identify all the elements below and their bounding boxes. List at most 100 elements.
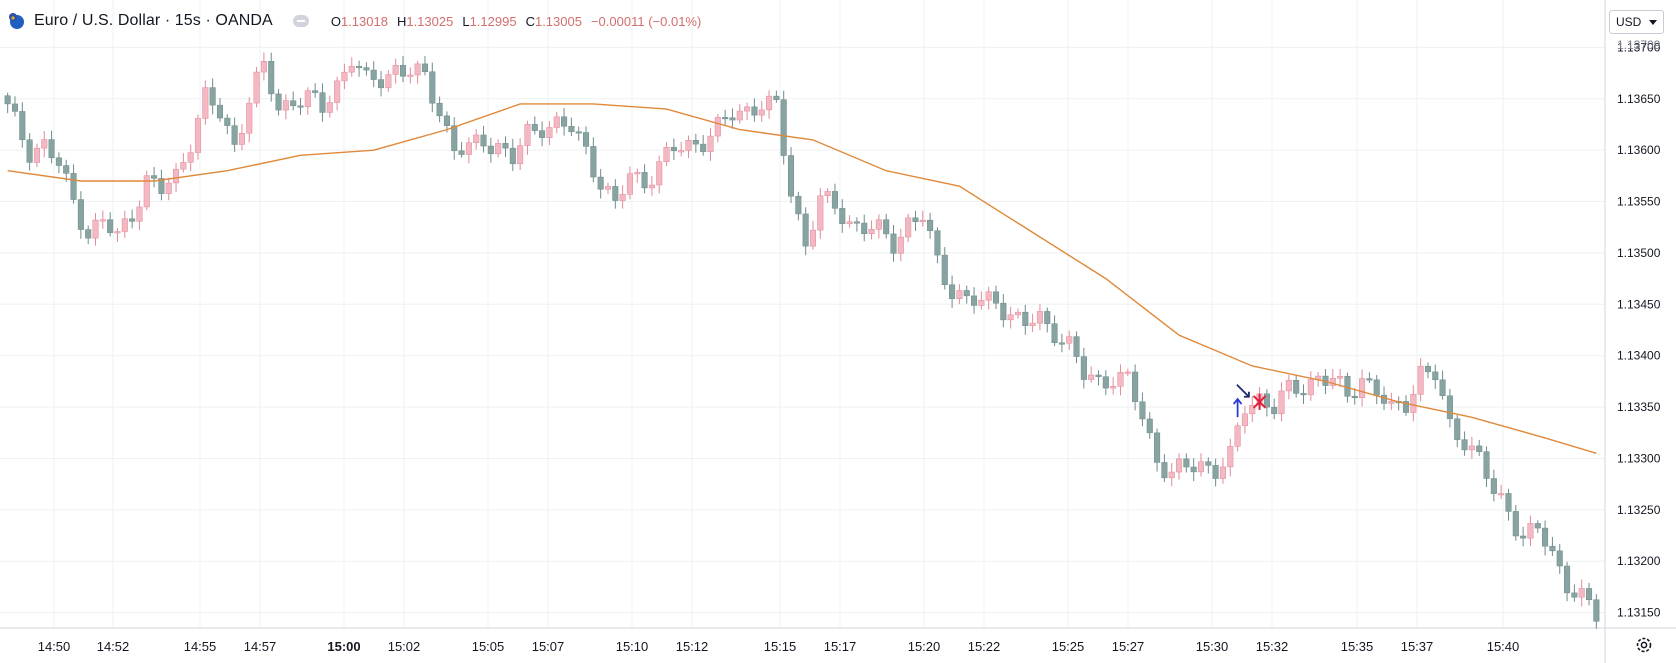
candle-body[interactable]	[641, 172, 648, 189]
candle-body[interactable]	[1285, 380, 1292, 392]
candle-body[interactable]	[853, 221, 860, 224]
candle-body[interactable]	[165, 182, 172, 194]
candle-body[interactable]	[634, 172, 641, 175]
candle-body[interactable]	[861, 222, 868, 235]
candle-body[interactable]	[1490, 478, 1497, 494]
candle-body[interactable]	[319, 92, 326, 113]
candle-body[interactable]	[509, 147, 516, 165]
candle-body[interactable]	[363, 67, 370, 71]
candle-body[interactable]	[312, 90, 319, 93]
gear-icon[interactable]	[1634, 635, 1654, 655]
candle-body[interactable]	[780, 99, 787, 156]
candle-body[interactable]	[992, 291, 1000, 304]
candle-body[interactable]	[846, 221, 853, 224]
candle-body[interactable]	[1461, 439, 1468, 451]
candle-body[interactable]	[919, 219, 926, 222]
candle-body[interactable]	[260, 61, 267, 73]
candle-body[interactable]	[1293, 380, 1300, 394]
candle-body[interactable]	[1234, 425, 1241, 447]
candle-body[interactable]	[1227, 446, 1234, 468]
candle-body[interactable]	[1439, 379, 1446, 397]
candle-body[interactable]	[692, 140, 699, 145]
candle-body[interactable]	[1468, 445, 1475, 451]
candle-body[interactable]	[524, 124, 531, 146]
candle-body[interactable]	[451, 125, 458, 152]
candle-body[interactable]	[883, 219, 890, 235]
candle-body[interactable]	[1154, 432, 1161, 463]
candle-body[interactable]	[392, 65, 399, 75]
candle-body[interactable]	[480, 134, 487, 147]
candle-body[interactable]	[714, 117, 721, 137]
candle-body[interactable]	[839, 208, 846, 224]
candle-body[interactable]	[597, 176, 604, 190]
candle-body[interactable]	[1483, 451, 1490, 479]
candle-body[interactable]	[1307, 379, 1314, 396]
candle-body[interactable]	[1585, 588, 1593, 600]
candle-body[interactable]	[114, 231, 121, 234]
candle-body[interactable]	[216, 104, 224, 119]
candle-body[interactable]	[656, 161, 663, 186]
candle-body[interactable]	[1095, 374, 1102, 377]
candle-body[interactable]	[1300, 393, 1307, 396]
candle-body[interactable]	[275, 93, 282, 111]
candle-body[interactable]	[282, 100, 289, 111]
candle-body[interactable]	[246, 102, 253, 134]
candle-body[interactable]	[905, 217, 912, 238]
candle-body[interactable]	[19, 111, 26, 140]
candle-body[interactable]	[1520, 535, 1527, 539]
candle-body[interactable]	[385, 74, 392, 89]
candle-body[interactable]	[77, 199, 84, 230]
candle-body[interactable]	[151, 175, 158, 179]
candle-body[interactable]	[1183, 458, 1190, 468]
candle-body[interactable]	[604, 186, 612, 190]
candle-body[interactable]	[582, 132, 590, 147]
candle-body[interactable]	[304, 90, 311, 108]
candle-body[interactable]	[1000, 302, 1007, 321]
candle-body[interactable]	[238, 132, 245, 145]
candle-body[interactable]	[1417, 365, 1424, 395]
candle-body[interactable]	[590, 146, 597, 178]
candle-body[interactable]	[670, 147, 677, 152]
candle-body[interactable]	[458, 150, 465, 155]
candle-body[interactable]	[1271, 406, 1278, 415]
candle-body[interactable]	[414, 63, 421, 76]
candle-body[interactable]	[209, 87, 216, 106]
candle-body[interactable]	[1498, 493, 1505, 496]
candle-body[interactable]	[1168, 471, 1175, 479]
candle-body[interactable]	[868, 229, 875, 235]
candle-body[interactable]	[378, 79, 385, 89]
candle-body[interactable]	[202, 87, 209, 119]
candle-body[interactable]	[1212, 465, 1219, 479]
candle-body[interactable]	[817, 195, 824, 231]
candle-body[interactable]	[685, 140, 692, 151]
candle-body[interactable]	[502, 143, 509, 149]
candle-body[interactable]	[1263, 393, 1270, 408]
candle-body[interactable]	[912, 217, 919, 222]
candle-body[interactable]	[1344, 375, 1351, 397]
candle-body[interactable]	[436, 102, 443, 117]
candle-body[interactable]	[561, 116, 568, 127]
candle-body[interactable]	[985, 291, 992, 301]
candle-body[interactable]	[927, 219, 934, 231]
candle-body[interactable]	[465, 142, 472, 155]
candle-body[interactable]	[136, 206, 143, 222]
candle-body[interactable]	[949, 284, 956, 299]
candle-body[interactable]	[399, 65, 407, 77]
candle-body[interactable]	[129, 218, 136, 222]
candle-body[interactable]	[173, 168, 180, 184]
candle-body[interactable]	[443, 115, 450, 126]
candle-body[interactable]	[1593, 599, 1600, 622]
candle-body[interactable]	[334, 80, 341, 103]
candle-body[interactable]	[978, 299, 985, 306]
candle-body[interactable]	[941, 254, 948, 285]
candle-body[interactable]	[963, 290, 970, 297]
candle-body[interactable]	[326, 102, 333, 113]
candle-body[interactable]	[1036, 311, 1043, 324]
candle-body[interactable]	[370, 69, 377, 80]
candle-body[interactable]	[1044, 311, 1051, 324]
candle-body[interactable]	[33, 147, 40, 163]
candle-body[interactable]	[99, 219, 106, 222]
candle-body[interactable]	[194, 118, 202, 153]
candle-body[interactable]	[1329, 377, 1336, 386]
candle-body[interactable]	[1073, 336, 1080, 357]
